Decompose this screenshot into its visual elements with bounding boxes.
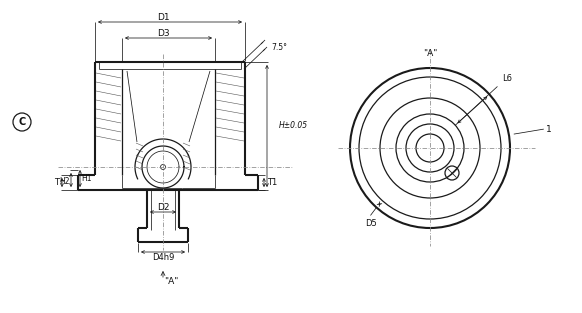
Text: T: T	[55, 178, 59, 187]
Text: T1: T1	[267, 178, 277, 187]
Text: H2: H2	[60, 177, 70, 186]
Text: D4h9: D4h9	[152, 254, 174, 263]
Text: D3: D3	[157, 28, 169, 38]
Text: 1: 1	[546, 125, 552, 134]
Text: "A": "A"	[423, 49, 437, 59]
Text: D1: D1	[157, 13, 169, 22]
Text: H±0.05: H±0.05	[279, 121, 308, 131]
Text: D2: D2	[157, 203, 169, 212]
Text: C: C	[19, 117, 26, 127]
Text: "A": "A"	[164, 278, 178, 286]
Text: H1: H1	[81, 174, 91, 183]
Text: L6: L6	[502, 74, 513, 83]
Text: D5: D5	[365, 219, 377, 228]
Text: 7.5°: 7.5°	[271, 43, 287, 52]
